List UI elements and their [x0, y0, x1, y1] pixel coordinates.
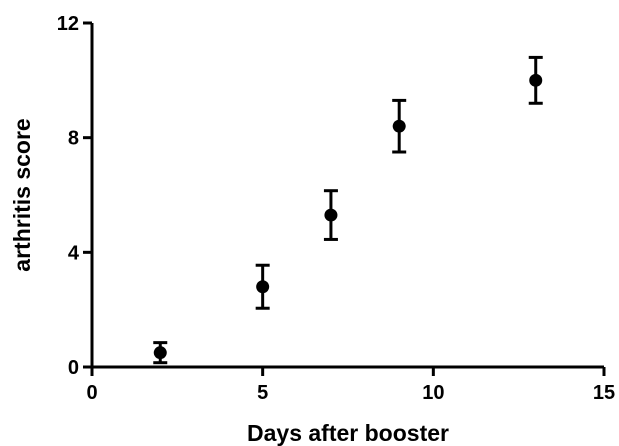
- data-point-group: [255, 263, 270, 310]
- ticks: 0 5 10 15 0 4 8 12: [57, 13, 615, 404]
- data-point-group: [153, 341, 168, 365]
- y-axis-title: arthritis score: [9, 118, 35, 271]
- data-point: [392, 119, 406, 133]
- data-point-group: [528, 55, 543, 105]
- data-point: [529, 73, 543, 87]
- x-tick-label: 5: [257, 382, 268, 404]
- y-tick-label: 4: [68, 242, 80, 264]
- y-tick-label: 0: [68, 357, 79, 379]
- y-tick-label: 12: [57, 13, 79, 35]
- axes: [90, 23, 604, 369]
- data-marks: [153, 55, 543, 365]
- x-tick-label: 15: [593, 382, 615, 404]
- data-point: [153, 346, 167, 360]
- x-axis-title: Days after booster: [247, 420, 449, 446]
- y-tick-label: 8: [68, 128, 79, 150]
- data-point-group: [323, 189, 338, 241]
- x-tick-label: 0: [86, 382, 97, 404]
- data-point-group: [392, 98, 407, 154]
- data-point: [324, 208, 338, 222]
- x-tick-label: 10: [422, 382, 444, 404]
- data-point: [256, 280, 270, 294]
